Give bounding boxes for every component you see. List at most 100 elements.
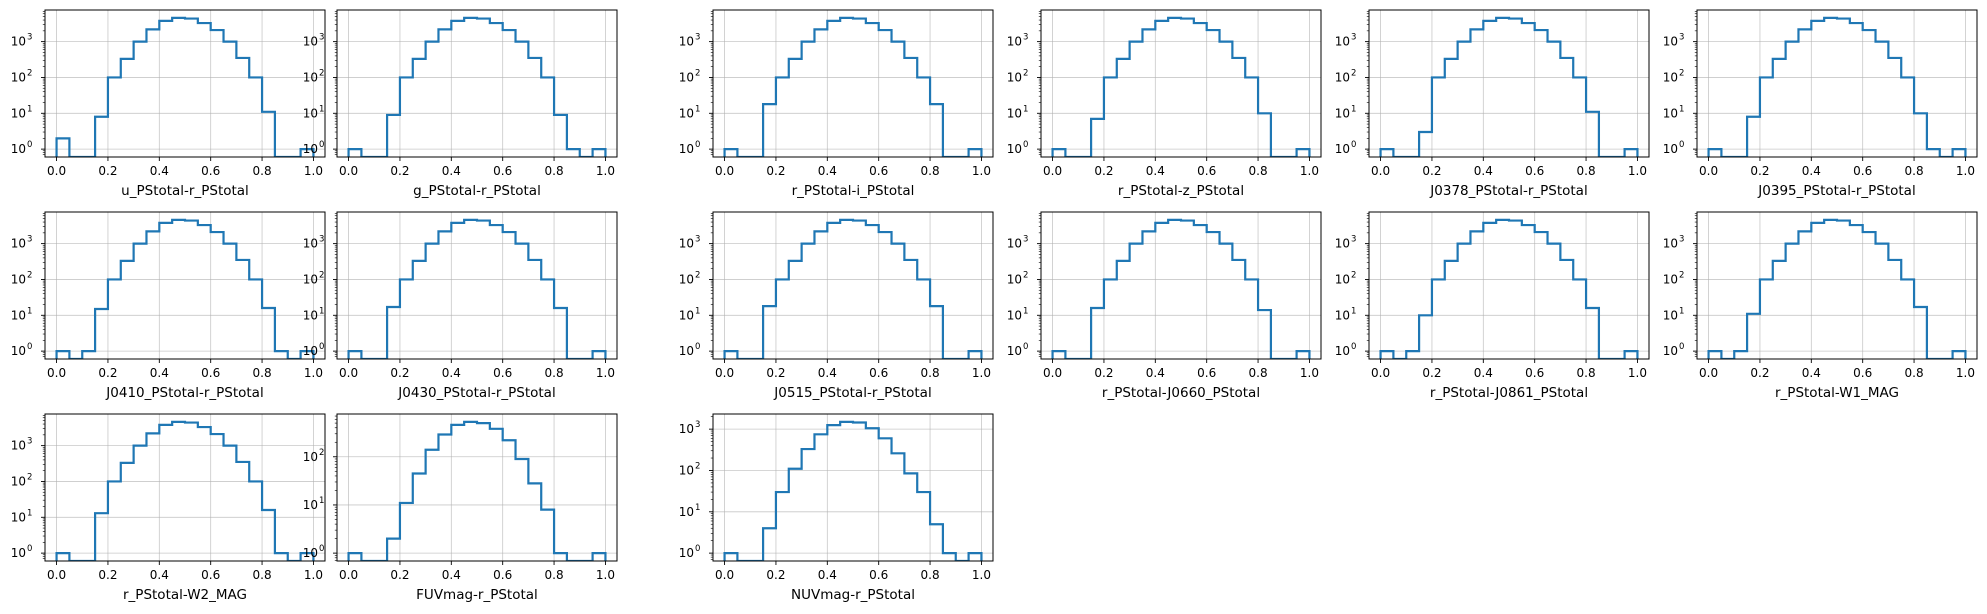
histogram-step-line <box>347 218 607 359</box>
x-tick-label: 0.0 <box>47 568 66 582</box>
axes-frame <box>1368 9 1650 158</box>
y-tick-exponent: 0 <box>1351 342 1356 352</box>
y-tick-label: 10 <box>11 308 26 322</box>
y-tick-label: 10 <box>303 498 318 512</box>
plot-area <box>45 414 325 561</box>
y-tick-exponent: 3 <box>1679 235 1684 245</box>
axes-frame <box>1040 9 1322 158</box>
histogram-step-line <box>723 16 983 157</box>
y-tick-exponent: 1 <box>1351 104 1356 114</box>
plot-area <box>337 212 617 359</box>
axes-frame <box>44 211 326 360</box>
x-tick-label: 0.2 <box>390 568 409 582</box>
y-tick-label: 10 <box>1007 142 1022 156</box>
x-tick-label: 0.6 <box>1853 164 1872 178</box>
x-tick-label: 0.4 <box>150 164 169 178</box>
y-tick-label: 10 <box>303 546 318 560</box>
x-axis-label: r_PStotal-z_PStotal <box>1118 183 1244 199</box>
x-tick-label: 0.2 <box>1750 366 1769 380</box>
x-tick-label: 0.8 <box>253 164 272 178</box>
x-tick-label: 0.4 <box>150 366 169 380</box>
x-tick-label: 1.0 <box>304 164 323 178</box>
x-tick-label: 1.0 <box>972 568 991 582</box>
y-tick-label: 10 <box>303 237 318 251</box>
x-tick-label: 0.6 <box>493 568 512 582</box>
x-tick-label: 0.8 <box>1577 164 1596 178</box>
y-tick-label: 10 <box>11 142 26 156</box>
y-tick-label: 10 <box>11 106 26 120</box>
x-tick-label: 0.2 <box>766 164 785 178</box>
x-tick-label: 0.8 <box>253 366 272 380</box>
x-tick-label: 0.2 <box>766 568 785 582</box>
y-tick-label: 10 <box>11 272 26 286</box>
x-tick-label: 1.0 <box>1956 366 1975 380</box>
y-tick-exponent: 0 <box>1679 140 1684 150</box>
x-tick-label: 0.6 <box>493 164 512 178</box>
y-tick-label: 10 <box>1663 142 1678 156</box>
y-tick-exponent: 1 <box>319 306 324 316</box>
x-tick-label: 0.8 <box>545 366 564 380</box>
x-tick-label: 0.8 <box>921 164 940 178</box>
x-tick-label: 0.8 <box>1249 366 1268 380</box>
plot-area <box>1697 212 1977 359</box>
y-tick-exponent: 3 <box>1023 33 1028 43</box>
x-tick-label: 0.4 <box>818 164 837 178</box>
y-tick-exponent: 1 <box>27 508 32 518</box>
plot-area <box>1041 10 1321 157</box>
y-tick-exponent: 3 <box>1023 235 1028 245</box>
axes-frame <box>336 9 618 158</box>
x-axis-label: r_PStotal-J0660_PStotal <box>1102 385 1260 401</box>
x-tick-label: 0.0 <box>339 164 358 178</box>
y-tick-exponent: 2 <box>1351 68 1356 78</box>
axes-frame <box>712 413 994 562</box>
x-axis-label: J0430_PStotal-r_PStotal <box>397 385 555 401</box>
x-tick-label: 0.2 <box>98 164 117 178</box>
y-tick-label: 10 <box>679 463 694 477</box>
y-tick-label: 10 <box>1335 237 1350 251</box>
y-tick-label: 10 <box>679 35 694 49</box>
x-axis-label: r_PStotal-W2_MAG <box>123 587 247 603</box>
x-tick-label: 0.6 <box>1197 164 1216 178</box>
x-axis-label: FUVmag-r_PStotal <box>416 587 538 603</box>
y-tick-label: 10 <box>679 106 694 120</box>
y-tick-exponent: 2 <box>1351 270 1356 280</box>
y-tick-label: 10 <box>1663 308 1678 322</box>
x-tick-label: 0.8 <box>1577 366 1596 380</box>
x-tick-label: 0.6 <box>1197 366 1216 380</box>
y-tick-exponent: 3 <box>695 235 700 245</box>
y-tick-label: 10 <box>679 422 694 436</box>
y-tick-label: 10 <box>11 35 26 49</box>
y-tick-label: 10 <box>1335 142 1350 156</box>
y-tick-exponent: 1 <box>319 104 324 114</box>
y-tick-exponent: 2 <box>1023 68 1028 78</box>
y-tick-label: 10 <box>1663 70 1678 84</box>
axes-frame <box>1040 211 1322 360</box>
y-tick-exponent: 2 <box>695 270 700 280</box>
x-tick-label: 0.0 <box>1699 164 1718 178</box>
x-tick-label: 0.0 <box>1371 164 1390 178</box>
x-tick-label: 0.4 <box>818 366 837 380</box>
y-tick-exponent: 2 <box>1023 270 1028 280</box>
x-axis-label: J0515_PStotal-r_PStotal <box>773 385 931 401</box>
y-tick-exponent: 0 <box>695 544 700 554</box>
x-tick-label: 0.0 <box>1371 366 1390 380</box>
y-tick-exponent: 1 <box>319 496 324 506</box>
y-tick-label: 10 <box>1663 272 1678 286</box>
y-tick-label: 10 <box>1335 106 1350 120</box>
y-tick-exponent: 1 <box>1679 306 1684 316</box>
x-tick-label: 0.2 <box>1094 366 1113 380</box>
x-tick-label: 0.2 <box>1094 164 1113 178</box>
histogram-step-line <box>55 16 315 157</box>
x-tick-label: 0.2 <box>390 164 409 178</box>
histogram-step-line <box>1379 218 1639 359</box>
y-tick-exponent: 1 <box>695 104 700 114</box>
y-tick-exponent: 0 <box>695 342 700 352</box>
x-tick-label: 0.4 <box>442 366 461 380</box>
x-axis-label: J0410_PStotal-r_PStotal <box>105 385 263 401</box>
x-axis-label: r_PStotal-W1_MAG <box>1775 385 1899 401</box>
